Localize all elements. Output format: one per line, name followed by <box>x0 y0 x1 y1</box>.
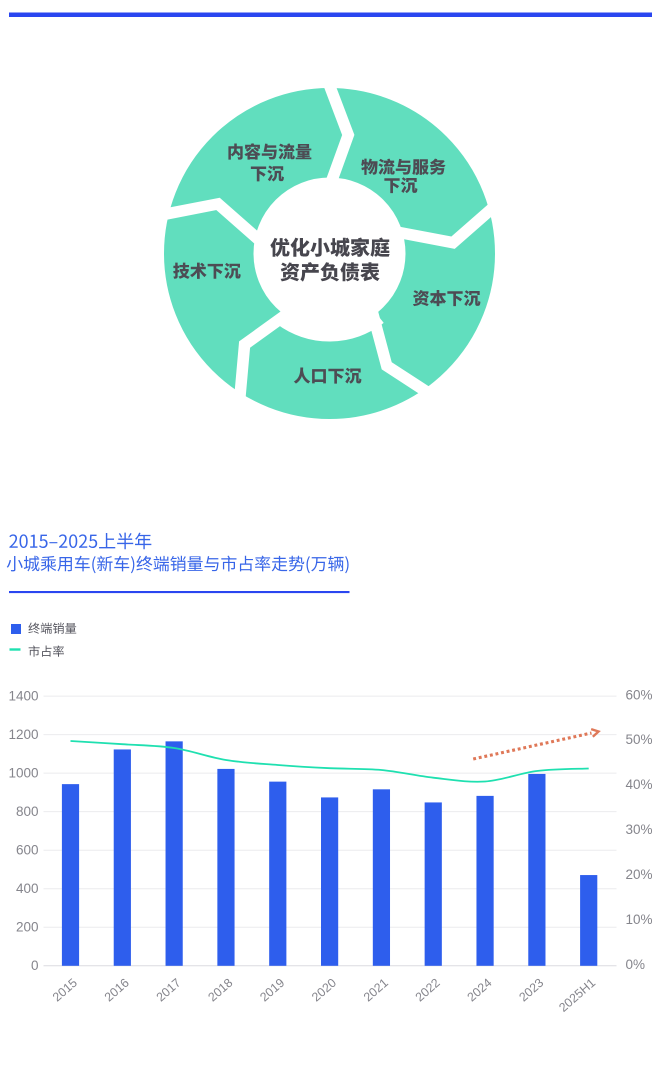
svg-text:400: 400 <box>16 881 39 896</box>
svg-text:1200: 1200 <box>8 727 38 742</box>
svg-text:60%: 60% <box>626 687 653 702</box>
svg-text:10%: 10% <box>626 912 653 927</box>
svg-text:0: 0 <box>31 958 39 973</box>
svg-text:50%: 50% <box>626 732 653 747</box>
svg-text:40%: 40% <box>626 777 653 792</box>
svg-text:30%: 30% <box>626 822 653 837</box>
svg-text:200: 200 <box>16 920 39 935</box>
svg-text:20%: 20% <box>626 867 653 882</box>
svg-text:1400: 1400 <box>8 688 38 703</box>
svg-text:600: 600 <box>16 843 39 858</box>
svg-text:1000: 1000 <box>8 765 38 780</box>
svg-text:800: 800 <box>16 804 39 819</box>
svg-text:0%: 0% <box>626 957 646 972</box>
